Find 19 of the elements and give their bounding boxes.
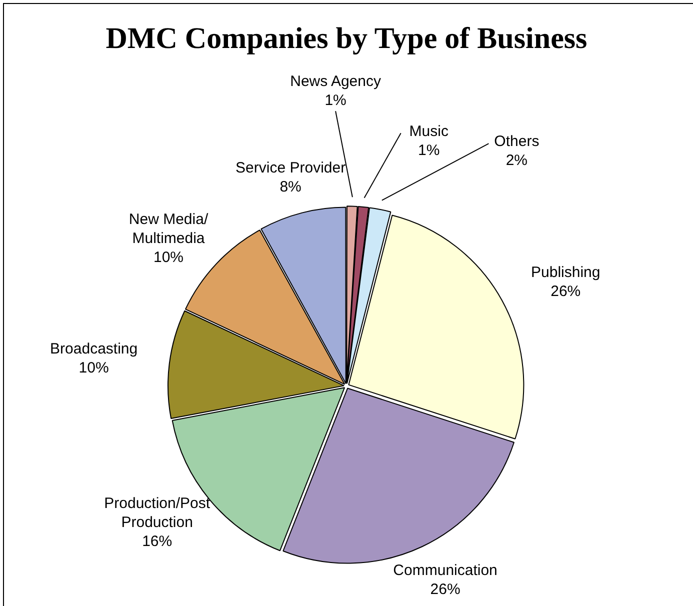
slice-label: Production/Post Production bbox=[104, 495, 211, 532]
data-label: 8% bbox=[280, 178, 302, 196]
data-label: 2% bbox=[506, 152, 528, 170]
slice-label: Others bbox=[494, 133, 540, 150]
data-label: 1% bbox=[324, 92, 346, 109]
data-label: 26% bbox=[430, 581, 460, 598]
slice-label: News Agency bbox=[290, 72, 382, 90]
data-label: 16% bbox=[142, 533, 172, 550]
slice-label: Service Provider bbox=[236, 159, 346, 176]
chart-title: DMC Companies by Type of Business bbox=[106, 22, 588, 55]
slice-label: Publishing bbox=[531, 264, 600, 282]
slice-label: New Media/ Multimedia bbox=[128, 210, 209, 247]
data-label: 26% bbox=[550, 283, 581, 300]
slice-label: Broadcasting bbox=[50, 340, 138, 358]
data-label: 1% bbox=[418, 142, 440, 159]
data-label: 10% bbox=[78, 360, 109, 377]
data-label: 10% bbox=[154, 248, 184, 266]
slice-label: Music bbox=[409, 122, 449, 140]
slice-label: Communication bbox=[393, 562, 498, 580]
